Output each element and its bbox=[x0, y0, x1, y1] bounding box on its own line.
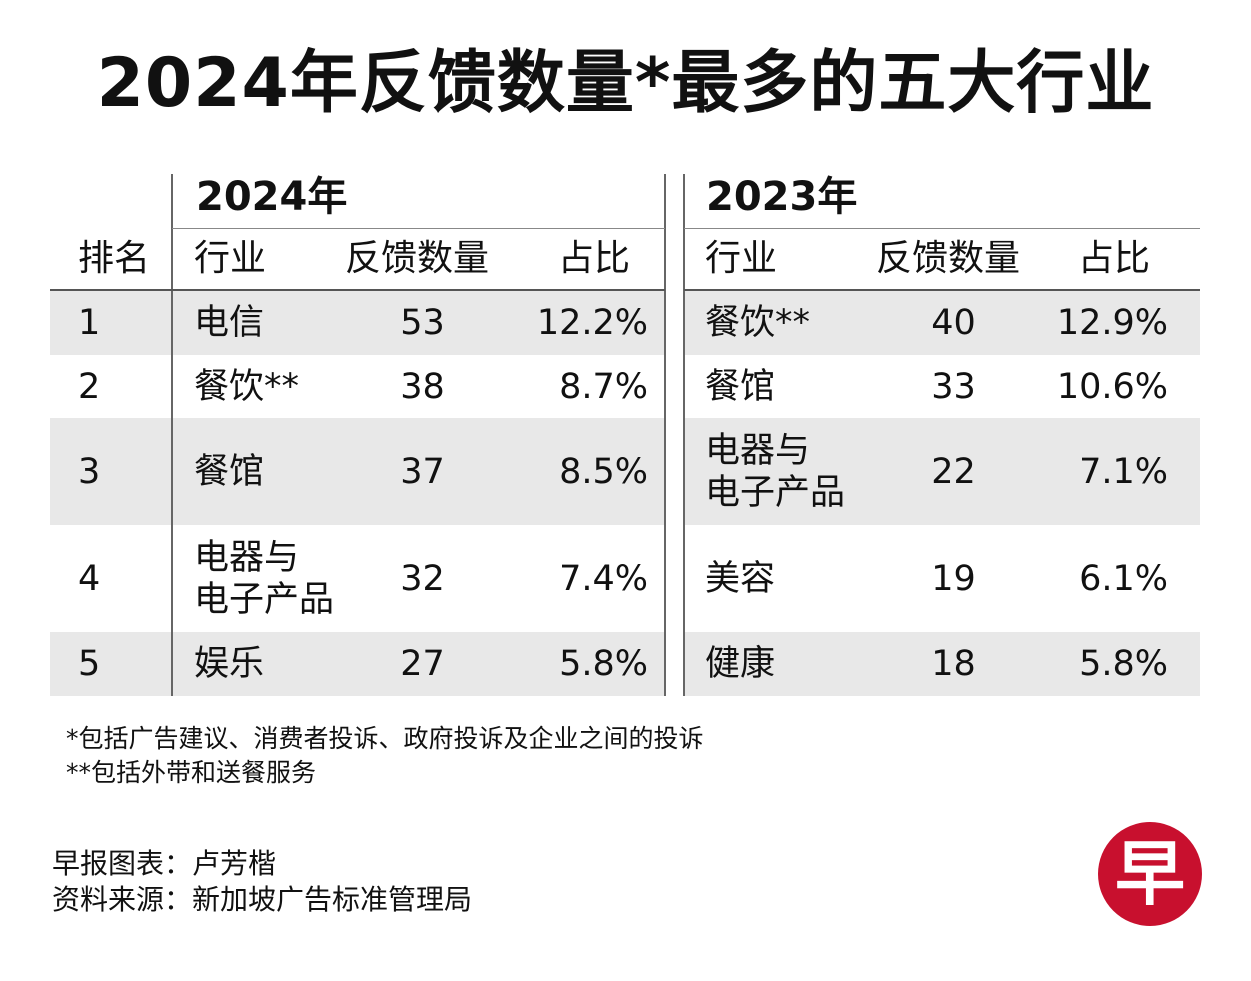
industry-cell: 电信 bbox=[194, 302, 265, 343]
year-label-2023: 2023年 bbox=[706, 174, 858, 220]
industry-cell: 餐饮** bbox=[194, 366, 300, 407]
year-underline-2024 bbox=[172, 228, 665, 229]
table-row-bg bbox=[50, 632, 1200, 696]
share-cell: 7.1% bbox=[1079, 451, 1168, 492]
year-label-2024: 2024年 bbox=[196, 174, 348, 220]
column-gap bbox=[665, 290, 683, 696]
rank-cell: 4 bbox=[78, 558, 101, 599]
count-cell: 18 bbox=[931, 644, 976, 684]
count-cell: 37 bbox=[400, 451, 445, 492]
logo-text: 早 bbox=[1115, 833, 1185, 915]
industry-cell: 健康 bbox=[705, 644, 776, 684]
count-cell: 53 bbox=[400, 302, 445, 343]
industry-cell: 餐馆 bbox=[705, 366, 776, 407]
count-cell: 32 bbox=[400, 558, 445, 599]
share-cell: 7.4% bbox=[559, 558, 648, 599]
share-cell: 5.8% bbox=[559, 644, 648, 684]
industry-cell: 餐馆 bbox=[194, 451, 265, 492]
industry-cell: 美容 bbox=[705, 558, 776, 599]
footnote-2: **包括外带和送餐服务 bbox=[66, 758, 317, 787]
share-cell: 5.8% bbox=[1079, 644, 1168, 684]
count-cell: 33 bbox=[931, 366, 976, 407]
header-underline-2023 bbox=[684, 289, 1200, 291]
rank-cell: 5 bbox=[78, 644, 101, 684]
column-header-industry: 行业 bbox=[705, 238, 778, 279]
count-cell: 19 bbox=[931, 558, 976, 599]
header-underline-2024 bbox=[50, 289, 665, 291]
rank-cell: 1 bbox=[78, 302, 101, 343]
rank-header: 排名 bbox=[78, 238, 151, 279]
share-cell: 12.9% bbox=[1056, 302, 1168, 343]
share-cell: 8.7% bbox=[559, 366, 648, 407]
table-row-bg bbox=[50, 290, 1200, 355]
rank-cell: 2 bbox=[78, 366, 101, 407]
share-cell: 8.5% bbox=[559, 451, 648, 492]
count-cell: 38 bbox=[400, 366, 445, 407]
divider-year-left bbox=[664, 174, 666, 696]
column-header-share: 占比 bbox=[558, 238, 631, 279]
industry-cell: 电器与 电子产品 bbox=[705, 430, 846, 513]
credit-source: 资料来源：新加坡广告标准管理局 bbox=[52, 883, 473, 916]
industry-cell: 娱乐 bbox=[194, 644, 265, 684]
column-header-count: 反馈数量 bbox=[345, 238, 490, 279]
table-row-bg bbox=[50, 418, 1200, 525]
share-cell: 10.6% bbox=[1056, 366, 1168, 407]
industry-cell: 电器与 电子产品 bbox=[194, 537, 335, 620]
column-header-share: 占比 bbox=[1078, 238, 1151, 279]
count-cell: 27 bbox=[400, 644, 445, 684]
industry-cell: 餐饮** bbox=[705, 302, 811, 343]
count-cell: 22 bbox=[931, 451, 976, 492]
chart-title: 2024年反馈数量*最多的五大行业 bbox=[96, 44, 1155, 123]
divider-rank bbox=[171, 174, 173, 696]
divider-year-right bbox=[683, 174, 685, 696]
count-cell: 40 bbox=[931, 302, 976, 343]
share-cell: 12.2% bbox=[536, 302, 648, 343]
zaobao-logo: 早 bbox=[1098, 822, 1202, 926]
column-header-industry: 行业 bbox=[194, 238, 267, 279]
column-header-count: 反馈数量 bbox=[876, 238, 1021, 279]
rank-cell: 3 bbox=[78, 451, 101, 492]
year-underline-2023 bbox=[684, 228, 1200, 229]
share-cell: 6.1% bbox=[1079, 558, 1168, 599]
credit-graphic: 早报图表：卢芳楷 bbox=[52, 847, 277, 880]
footnote-1: *包括广告建议、消费者投诉、政府投诉及企业之间的投诉 bbox=[66, 724, 704, 753]
